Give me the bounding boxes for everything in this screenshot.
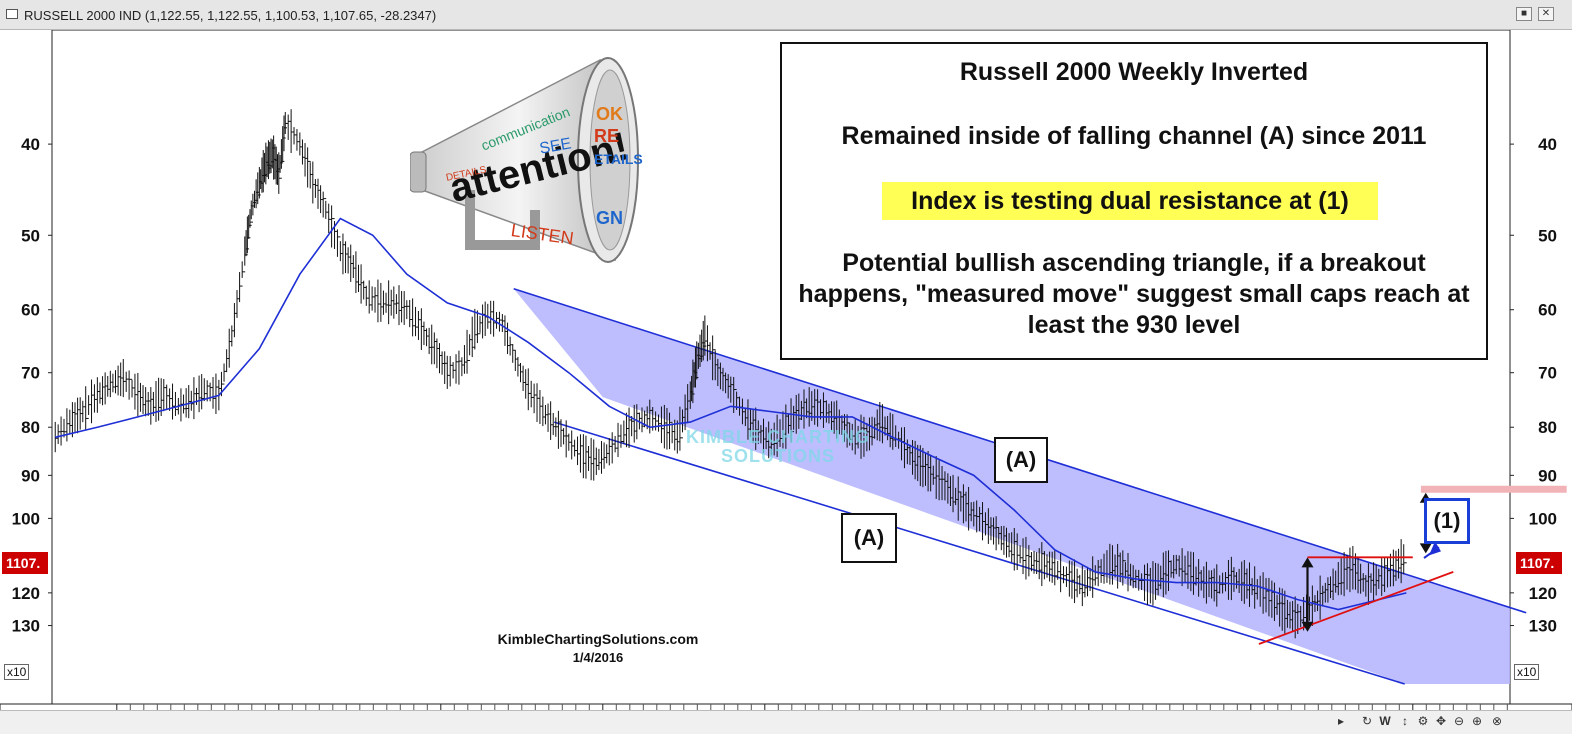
triangle-support-line — [1258, 571, 1454, 645]
y-tick-label-right: 100 — [1529, 509, 1557, 528]
y-tick-label-right: 90 — [1538, 466, 1557, 485]
price-chart: 40 40 50 50 60 60 70 70 80 80 90 90 100 100 120 120 130 1… — [0, 30, 1572, 710]
channel-fill — [513, 288, 1510, 684]
window-titlebar: RUSSELL 2000 IND (1,122.55, 1,122.55, 1,… — [0, 0, 1572, 30]
notes-channel: Remained inside of falling channel (A) s… — [841, 122, 1427, 150]
notes-heading: Russell 2000 Weekly Inverted — [959, 58, 1309, 86]
y-tick-label-left: 70 — [21, 364, 40, 383]
y-tick-label-right: 50 — [1538, 226, 1557, 245]
measured-move-arrow-head-bottom — [1419, 543, 1432, 554]
zoom-in-icon[interactable]: ⊕ — [1471, 714, 1483, 728]
channel-lower-line — [553, 421, 1405, 685]
y-tick-label-left: 120 — [12, 584, 40, 603]
scroll-right-icon[interactable]: ▸ — [1337, 714, 1345, 728]
point-1-pointer-head — [1429, 541, 1441, 556]
zoom-out-icon[interactable]: ⊖ — [1453, 714, 1465, 728]
target-band — [1420, 485, 1567, 493]
watermark-bottom: SOLUTIONS — [720, 446, 835, 466]
svg-text:RE: RE — [594, 126, 619, 146]
dropdown-icon[interactable]: ↕ — [1402, 714, 1408, 728]
settings-icon[interactable]: ⚙ — [1417, 714, 1429, 728]
scale-factor-right: x10 — [1514, 664, 1540, 680]
watermark: KIMBLE CHARTING SOLUTIONS — [648, 428, 908, 468]
y-tick-label-right: 60 — [1538, 301, 1557, 320]
credit-date: 1/4/2016 — [572, 650, 624, 665]
analysis-notes-box: Russell 2000 Weekly Inverted Remained in… — [780, 42, 1488, 360]
refresh-icon[interactable]: ↻ — [1361, 714, 1373, 728]
notes-triangle: Potential bullish ascending triangle, if… — [798, 249, 1470, 339]
notes-highlight: Index is testing dual resistance at (1) — [882, 182, 1378, 220]
x-axis-strip — [0, 703, 1572, 710]
window-menu-button[interactable]: ■ — [1516, 7, 1532, 21]
channel-label-lower: (A) — [841, 513, 897, 563]
triangle-height-arrow-head-top — [1301, 557, 1314, 568]
svg-text:ETAILS: ETAILS — [594, 151, 643, 167]
y-tick-label-left: 80 — [21, 418, 40, 437]
navigation-bar — [0, 710, 1572, 734]
watermark-top: KIMBLE CHARTING — [686, 427, 870, 447]
moving-average-line — [55, 217, 1407, 611]
scale-factor-left: x10 — [4, 664, 30, 680]
credit-site: KimbleChartingSolutions.com — [497, 631, 699, 647]
y-tick-label-right: 80 — [1538, 418, 1557, 437]
y-tick-label-left: 130 — [12, 617, 40, 636]
last-price-flag-right: 1107. — [1516, 552, 1562, 574]
y-tick-label-right: 120 — [1529, 584, 1557, 603]
y-tick-label-left: 100 — [12, 509, 40, 528]
chart-window-icon — [6, 9, 18, 19]
last-price-flag-left: 1107. — [2, 552, 48, 574]
close-chart-icon[interactable]: ⊗ — [1491, 714, 1503, 728]
channel-label-upper: (A) — [994, 437, 1048, 483]
y-tick-label-left: 40 — [21, 135, 40, 154]
pan-icon[interactable]: ✥ — [1435, 714, 1447, 728]
y-tick-label-left: 50 — [21, 226, 40, 245]
period-weekly-button[interactable]: W — [1379, 714, 1391, 728]
y-tick-label-left: 90 — [21, 466, 40, 485]
resistance-label-1: (1) — [1424, 498, 1470, 544]
window-close-button[interactable]: ✕ — [1538, 7, 1554, 21]
svg-text:SEE: SEE — [538, 135, 572, 157]
svg-text:GN: GN — [596, 208, 623, 228]
y-tick-label-left: 60 — [21, 301, 40, 320]
y-tick-label-right: 40 — [1538, 135, 1557, 154]
y-tick-label-right: 130 — [1529, 617, 1557, 636]
y-tick-label-right: 70 — [1538, 364, 1557, 383]
attention-megaphone-illustration: attention! communication SEE DETAILS LIS… — [410, 57, 643, 263]
triangle-height-arrow-head-bottom — [1301, 621, 1314, 632]
svg-text:OK: OK — [596, 104, 623, 124]
window-title: RUSSELL 2000 IND (1,122.55, 1,122.55, 1,… — [24, 8, 437, 23]
